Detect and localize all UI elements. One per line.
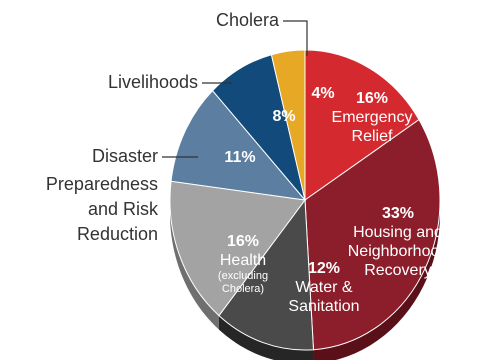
slice-name-label: Disaster (92, 146, 158, 166)
slice-name-label: Cholera (216, 10, 280, 30)
slice-name-label: Neighborhood (348, 243, 449, 260)
slice-note-label: Cholera) (222, 283, 264, 295)
leader-line (283, 20, 308, 56)
slice-pct-label: 16% (227, 233, 259, 250)
slice-pct-label: 12% (308, 260, 340, 277)
slice-health-excluding-cholera- (169, 180, 306, 317)
external-label-5: Livelihoods (108, 72, 232, 92)
slice-name-label: Livelihoods (108, 72, 198, 92)
slice-pct-label: 16% (356, 90, 388, 107)
slice-name-label: and Risk (88, 199, 159, 219)
slice-note-label: (excluding (218, 270, 268, 282)
slice-name-label: Water & (295, 279, 353, 296)
slice-name-label: Emergency (332, 109, 413, 126)
slice-label-1: 33% Housing and Neighborhood Recovery (348, 205, 449, 279)
slice-pct-label: 11% (224, 149, 255, 166)
external-label-4: Disaster Preparedness and Risk Reduction (46, 146, 198, 244)
slice-label-0: 16% Emergency Relief (332, 90, 413, 145)
slice-emergency-relief (304, 49, 420, 201)
slice-label-6: 4% (311, 85, 334, 102)
slice-name-label: Recovery (364, 262, 432, 279)
slice-name-label: Health (220, 252, 266, 269)
external-label-6: Cholera (216, 10, 308, 56)
slice-water-sanitation (218, 198, 315, 351)
slice-label-4: 11% (224, 149, 255, 166)
slice-side-2 (218, 315, 314, 360)
pie-depth (170, 200, 440, 360)
slice-pct-label: 4% (311, 85, 334, 102)
slice-name-label: Relief (352, 128, 393, 145)
slice-name-label: Reduction (77, 224, 158, 244)
slice-name-label: Sanitation (288, 298, 359, 315)
slice-side-3 (170, 200, 219, 330)
slice-pct-label: 33% (382, 205, 414, 222)
slice-pct-label: 8% (272, 108, 295, 125)
slice-cholera (270, 49, 306, 201)
slice-label-2: 12% Water & Sanitation (288, 260, 359, 315)
slice-housing-and-neighborhood-recovery (304, 118, 441, 351)
slice-disaster-preparedness-and-risk-reduction (170, 89, 307, 201)
slice-name-label: Housing and (353, 224, 443, 241)
slice-label-5: 8% (272, 108, 295, 125)
slice-name-label: Preparedness (46, 174, 158, 194)
slice-side-1 (313, 200, 440, 360)
